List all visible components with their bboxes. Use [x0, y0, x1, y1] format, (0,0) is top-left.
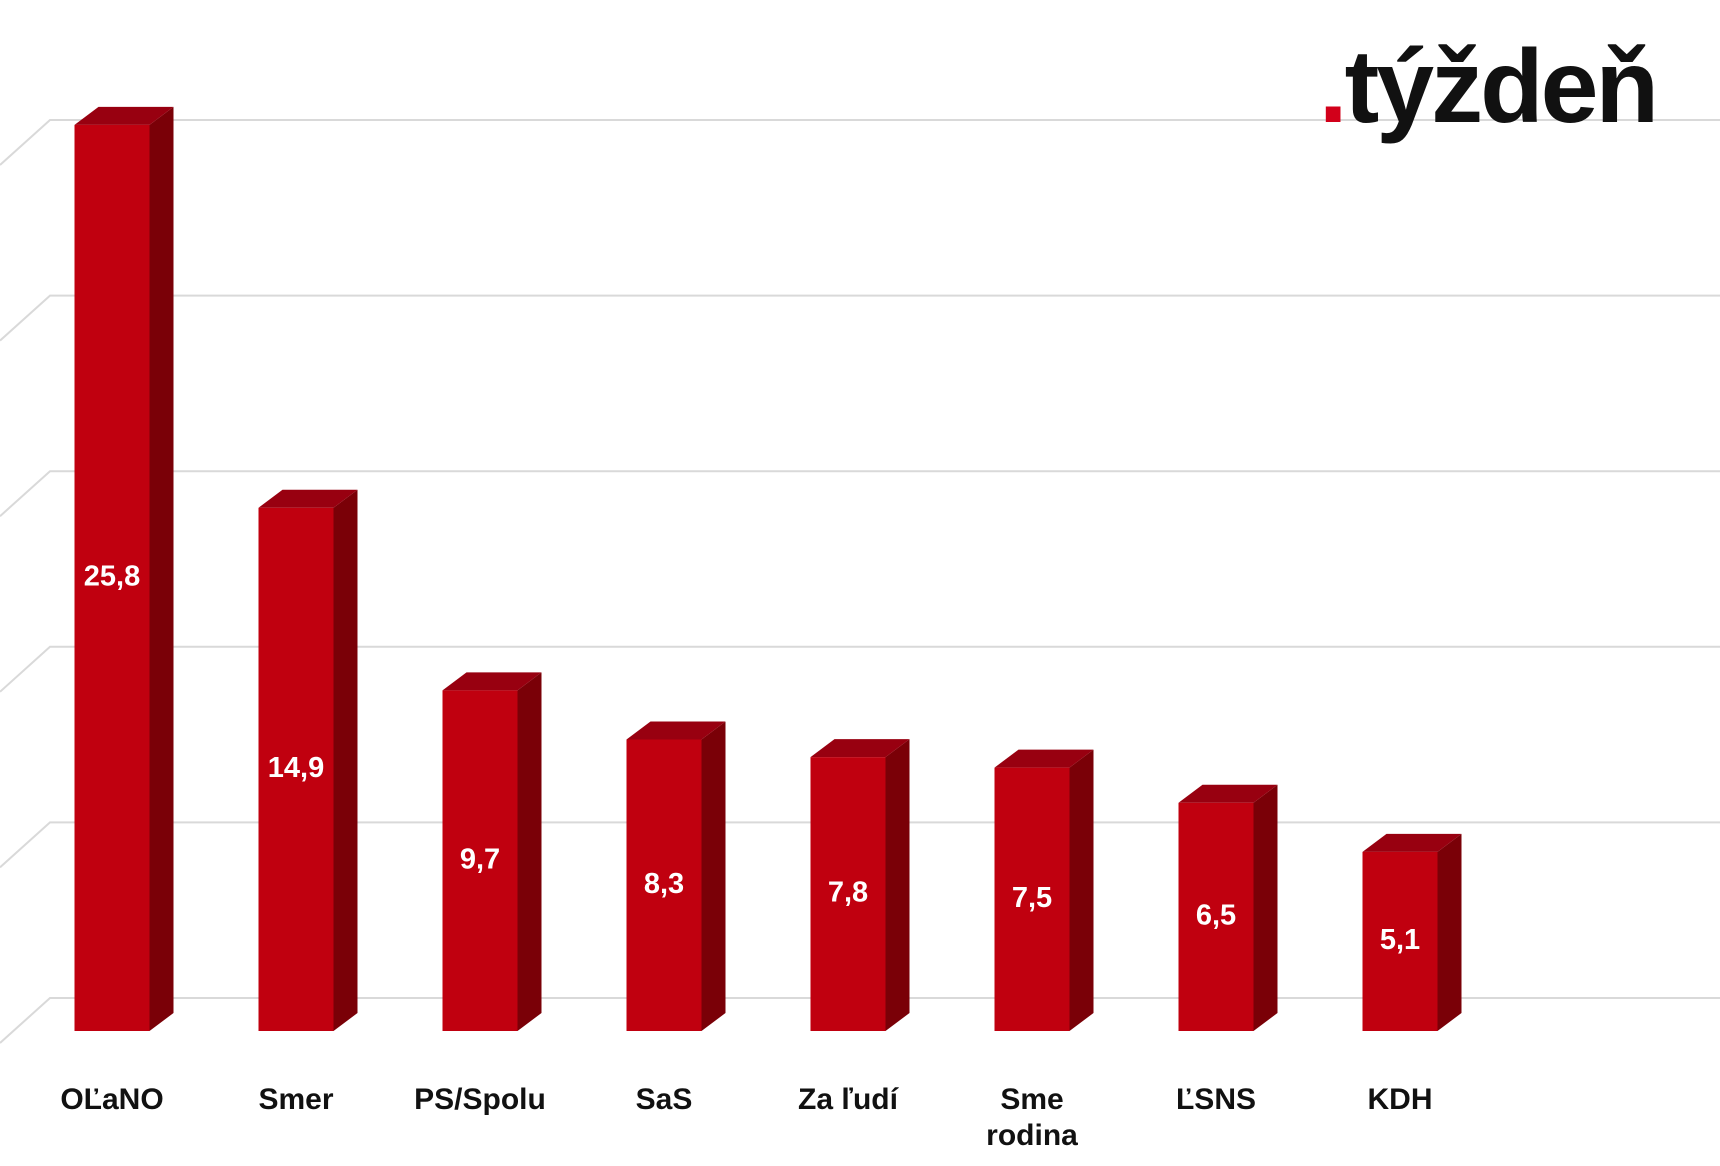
bar-top [994, 749, 1094, 768]
bar-side [885, 739, 910, 1031]
bar-side [701, 721, 726, 1031]
x-tick-label: Sme rodina [986, 1083, 1078, 1152]
x-tick-label: Smer [258, 1083, 334, 1116]
logo: .týždeň [1318, 28, 1659, 147]
value-label: 7,5 [1012, 882, 1052, 914]
x-tick-label: PS/Spolu [414, 1083, 546, 1116]
bar-side [149, 106, 174, 1032]
grid-line [0, 645, 1720, 693]
bar [442, 672, 542, 1031]
bar-top [810, 739, 910, 758]
bar-top [626, 721, 726, 740]
x-tick-label: OĽaNO [60, 1083, 164, 1116]
x-tick-label: Za ľudí [798, 1083, 898, 1116]
x-tick-label: KDH [1367, 1083, 1433, 1116]
bar-side [1069, 749, 1094, 1031]
bar-top [74, 106, 174, 125]
grid-line [0, 119, 1720, 166]
logo-dot: . [1318, 29, 1348, 145]
grid-line [0, 997, 1720, 1044]
bar-front [1362, 851, 1438, 1031]
bar-front [74, 124, 150, 1032]
grid-line [0, 470, 1720, 517]
value-label: 5,1 [1380, 924, 1420, 956]
bar-front [994, 767, 1070, 1031]
bar-top [1178, 784, 1278, 803]
bar-side [333, 489, 358, 1031]
bar-front [442, 690, 518, 1031]
bar [74, 106, 174, 1032]
value-label: 7,8 [828, 877, 868, 909]
x-tick-label: SaS [635, 1083, 693, 1116]
bar-front [626, 739, 702, 1031]
bar [626, 721, 726, 1031]
bar-top [442, 672, 542, 691]
logo-name: týždeň [1344, 29, 1659, 145]
bar [1362, 833, 1462, 1031]
bar-front [1178, 802, 1254, 1031]
value-label: 25,8 [84, 561, 140, 593]
grid-line [0, 821, 1720, 869]
x-tick-label: ĽSNS [1175, 1083, 1256, 1116]
bar-side [1437, 833, 1462, 1031]
value-label: 9,7 [460, 843, 500, 875]
bar-front [810, 757, 886, 1031]
grid-line [0, 294, 1720, 342]
value-label: 6,5 [1196, 900, 1236, 932]
value-label: 8,3 [644, 868, 684, 900]
value-label: 14,9 [268, 752, 324, 784]
bar-side [517, 672, 542, 1031]
bar-top [258, 489, 358, 508]
bar [810, 739, 910, 1031]
bar-top [1362, 833, 1462, 852]
bar-side [1253, 784, 1278, 1031]
bar [258, 489, 358, 1031]
bar-front [258, 507, 334, 1031]
bar [994, 749, 1094, 1031]
bar [1178, 784, 1278, 1031]
